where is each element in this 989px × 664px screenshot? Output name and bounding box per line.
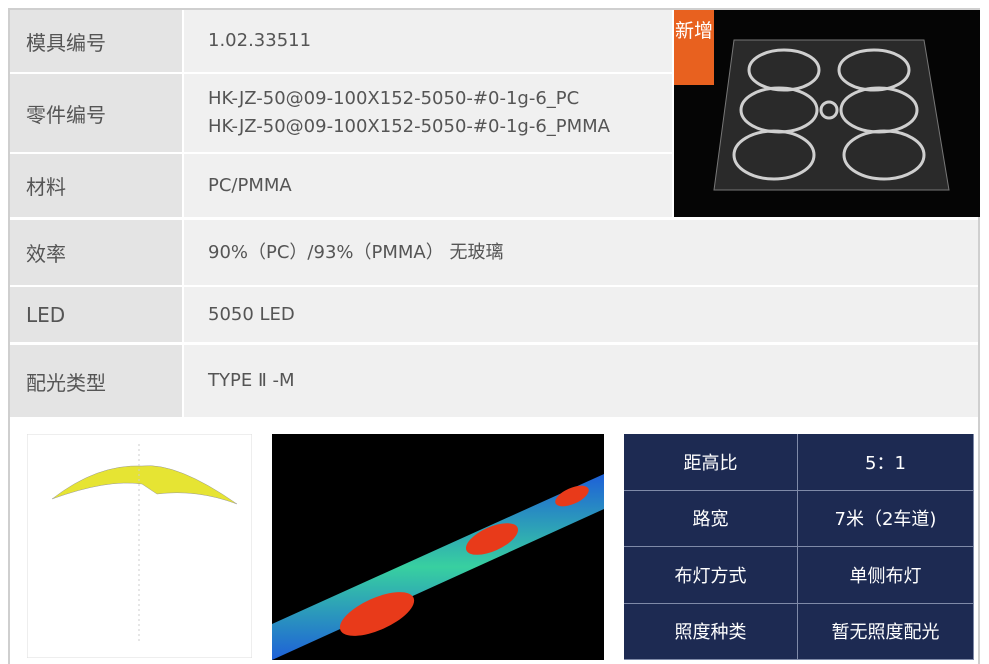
value-line: TYPE Ⅱ -M [208,370,295,391]
row-label: 材料 [10,154,182,217]
spec-sheet: 新增 距高比 5：1 路宽 7米（2车道) 布灯方式 单侧布灯 照度种类 暂无照度配光 模具编… [8,8,980,664]
lighting-table: 距高比 5：1 路宽 7米（2车道) 布灯方式 单侧布灯 照度种类 暂无照度配光 [624,434,974,660]
value-line: PC/PMMA [208,174,292,196]
lighting-cell: 布灯方式 [624,547,798,604]
value-line: HK-JZ-50@09-100X152-5050-#0-1g-6_PMMA [208,116,610,137]
row-label: 模具编号 [10,10,182,72]
lighting-cell: 照度种类 [624,603,798,660]
illuminance-heatmap [272,434,604,660]
lighting-cell: 5：1 [798,434,974,491]
lighting-cell: 单侧布灯 [798,547,974,604]
lighting-cell: 暂无照度配光 [798,603,974,660]
row-value: HK-JZ-50@09-100X152-5050-#0-1g-6_PC HK-JZ… [184,74,672,152]
value-line: 5050 LED [208,303,295,325]
row-value: 1.02.33511 [184,10,672,72]
row-label: LED [10,287,182,342]
row-value: PC/PMMA [184,154,672,217]
row-value: 90%（PC）/93%（PMMA） 无玻璃 [184,220,978,285]
lighting-cell: 7米（2车道) [798,490,974,547]
lighting-cell: 距高比 [624,434,798,491]
row-value: 5050 LED [184,287,978,342]
row-label: 配光类型 [10,345,182,417]
value-line: HK-JZ-50@09-100X152-5050-#0-1g-6_PC [208,88,580,109]
new-badge: 新增 [674,10,714,85]
product-photo [674,10,980,217]
row-value: TYPE Ⅱ -M [184,345,978,417]
value-line: 90%（PC）/93%（PMMA） 无玻璃 [208,241,504,263]
row-label: 效率 [10,220,182,285]
light-distribution-chart [27,434,252,658]
lighting-cell: 路宽 [624,490,798,547]
value-line: 1.02.33511 [208,30,312,51]
row-label: 零件编号 [10,74,182,152]
